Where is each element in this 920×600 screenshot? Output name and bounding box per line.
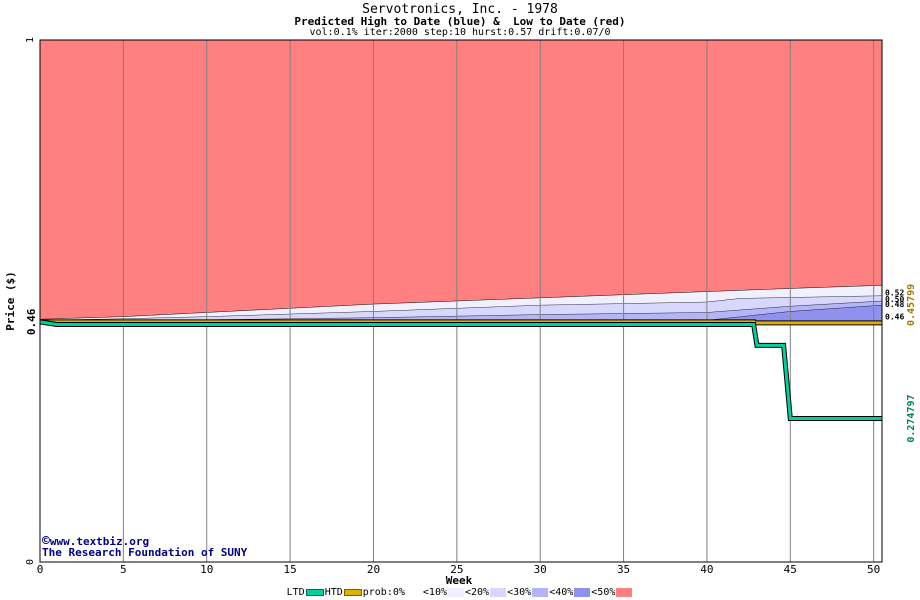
legend-swatch-40 bbox=[574, 587, 591, 597]
x-tick-label-10: 50 bbox=[867, 563, 880, 576]
legend: LTD HTD prob:0% <10% <20% <30% <40% <50% bbox=[0, 587, 920, 598]
legend-30-label: <30% bbox=[507, 587, 532, 598]
probability-bands bbox=[39, 39, 883, 323]
legend-40-label: <40% bbox=[549, 587, 574, 598]
legend-10-label: <10% bbox=[422, 587, 447, 598]
x-tick-label-8: 40 bbox=[700, 563, 713, 576]
x-tick-label-1: 5 bbox=[120, 563, 127, 576]
x-tick-label-0: 0 bbox=[37, 563, 44, 576]
x-tick-label-4: 20 bbox=[367, 563, 380, 576]
legend-ltd-swatch bbox=[305, 588, 324, 596]
legend-swatch-0 bbox=[405, 587, 422, 597]
legend-htd-swatch bbox=[343, 588, 362, 596]
chart-params: vol:0.1% iter:2000 step:10 hurst:0.57 dr… bbox=[309, 27, 611, 38]
x-tick-label-5: 25 bbox=[450, 563, 463, 576]
x-tick-label-3: 15 bbox=[283, 563, 296, 576]
x-tick-label-9: 45 bbox=[784, 563, 797, 576]
legend-swatch-20 bbox=[490, 587, 507, 597]
legend-prob-label: prob:0% bbox=[362, 587, 405, 598]
x-tick-label-6: 30 bbox=[534, 563, 547, 576]
y-tick-label-0: 0 bbox=[25, 559, 36, 565]
grid-lines bbox=[122, 40, 875, 562]
y-axis-label: Price ($) bbox=[4, 271, 17, 331]
x-tick-label-2: 10 bbox=[200, 563, 213, 576]
y-tick-label-1: 1 bbox=[25, 37, 36, 43]
end-value-label-1: 0.274797 bbox=[906, 394, 917, 442]
band-0 bbox=[39, 39, 883, 320]
legend-50-label: <50% bbox=[591, 587, 616, 598]
legend-swatch-50 bbox=[616, 587, 633, 597]
right-label-3: 0.46 bbox=[885, 313, 904, 322]
legend-swatch-10 bbox=[448, 587, 464, 597]
chart-title: Servotronics, Inc. - 1978 bbox=[362, 2, 558, 17]
series-line-1 bbox=[39, 320, 882, 420]
end-value-label-0: 0.45799 bbox=[906, 284, 917, 326]
chart-subtitle: Predicted High to Date (blue) & Low to D… bbox=[294, 15, 626, 28]
x-tick-label-7: 35 bbox=[617, 563, 630, 576]
legend-htd-label: HTD bbox=[324, 587, 343, 598]
y-marker-label: 0.46 bbox=[25, 308, 38, 335]
plot-frame bbox=[39, 39, 883, 563]
watermark-url: ©www.textbiz.org bbox=[42, 534, 149, 549]
y-tick-labels: 01 bbox=[25, 37, 36, 565]
legend-20-label: <20% bbox=[465, 587, 490, 598]
legend-swatch-30 bbox=[532, 587, 549, 597]
right-label-2: 0.48 bbox=[885, 300, 904, 309]
series-lines bbox=[39, 319, 882, 421]
x-tick-labels: 0 5 10 15 20 25 30 35 40 45 50 bbox=[37, 563, 881, 576]
watermark-org: The Research Foundation of SUNY bbox=[42, 546, 248, 559]
legend-ltd-label: LTD bbox=[286, 587, 305, 598]
x-axis-label: Week bbox=[446, 574, 473, 587]
right-label-0: 0.52 bbox=[885, 289, 904, 298]
right-label-1: 0.50 bbox=[885, 295, 904, 304]
right-labels: 0.520.500.48 0.46 0.45799 0.274797 bbox=[885, 284, 917, 443]
